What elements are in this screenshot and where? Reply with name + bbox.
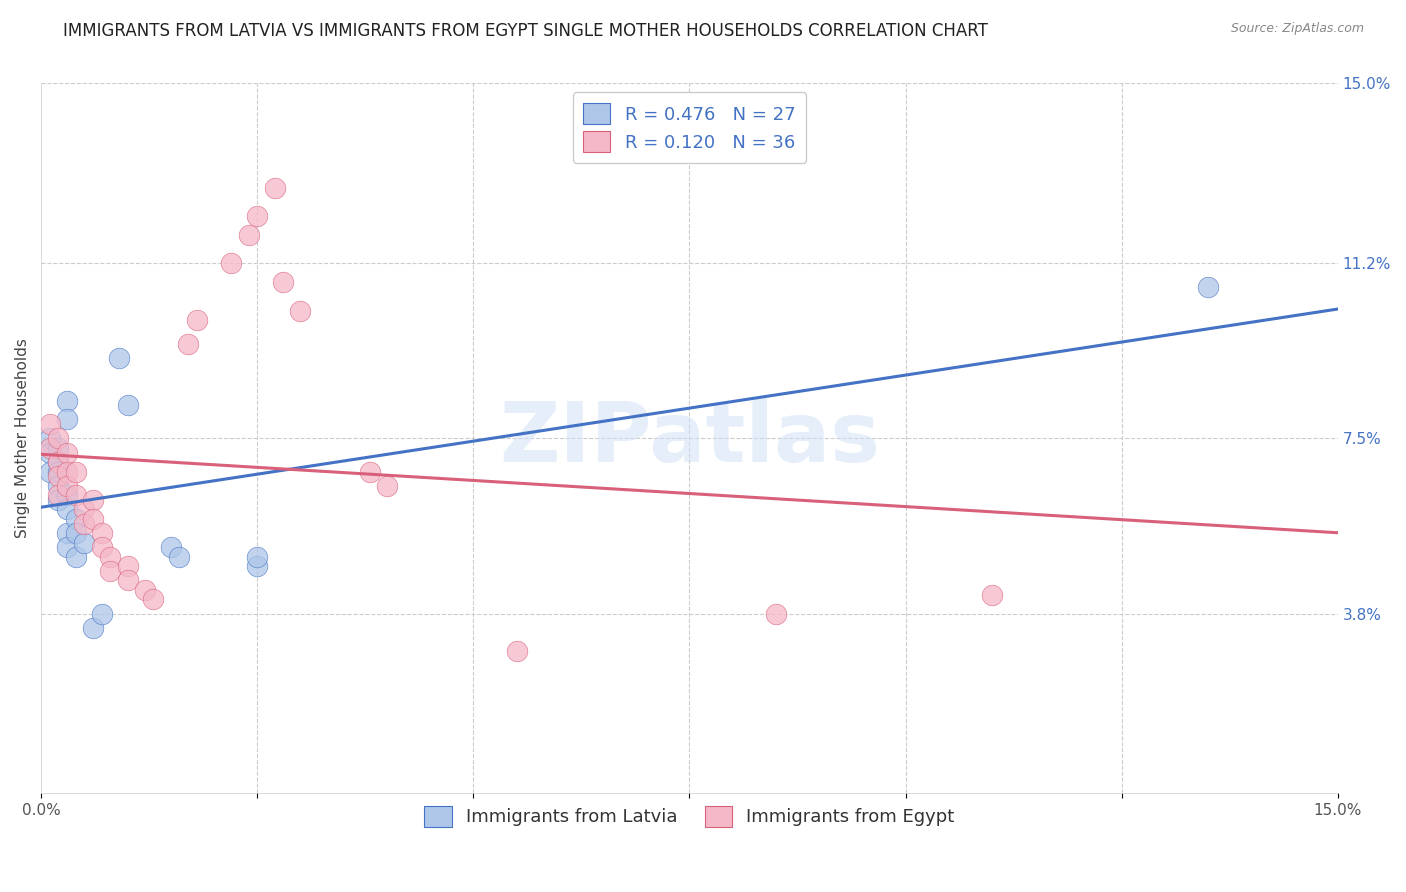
Point [177,336,200,351]
Point [108,351,131,365]
Point [117,574,139,588]
Point [38,431,60,445]
Point [48,455,70,469]
Point [48,465,70,479]
Point [48,488,70,502]
Point [169,549,191,564]
Point [263,180,285,194]
Point [56,488,79,502]
Point [82,492,104,507]
Point [56,445,79,459]
Point [38,445,60,459]
Point [117,398,139,412]
Point [98,564,121,578]
Point [246,559,269,574]
Text: Source: ZipAtlas.com: Source: ZipAtlas.com [1230,22,1364,36]
Point [375,479,398,493]
Point [159,541,181,555]
Point [65,526,87,541]
Point [90,526,112,541]
Point [134,582,156,597]
Point [65,488,87,502]
Point [73,502,96,516]
Point [359,465,381,479]
Point [38,417,60,432]
Point [98,549,121,564]
Point [981,588,1004,602]
Point [82,621,104,635]
Point [246,549,269,564]
Point [38,465,60,479]
Point [48,441,70,455]
Point [73,535,96,549]
Point [56,479,79,493]
Point [82,512,104,526]
Point [65,465,87,479]
Point [765,607,787,621]
Point [90,541,112,555]
Point [219,256,242,270]
Point [48,479,70,493]
Point [56,526,79,541]
Point [65,512,87,526]
Point [56,502,79,516]
Point [290,303,312,318]
Point [117,559,139,574]
Point [48,431,70,445]
Point [271,275,294,289]
Point [73,516,96,531]
Point [56,465,79,479]
Point [48,469,70,483]
Point [56,412,79,426]
Point [56,541,79,555]
Point [186,313,208,327]
Point [1197,280,1219,294]
Legend: Immigrants from Latvia, Immigrants from Egypt: Immigrants from Latvia, Immigrants from … [418,798,962,834]
Point [48,492,70,507]
Point [238,227,260,242]
Point [142,592,165,607]
Text: IMMIGRANTS FROM LATVIA VS IMMIGRANTS FROM EGYPT SINGLE MOTHER HOUSEHOLDS CORRELA: IMMIGRANTS FROM LATVIA VS IMMIGRANTS FRO… [63,22,988,40]
Point [90,607,112,621]
Point [48,455,70,469]
Point [65,549,87,564]
Y-axis label: Single Mother Households: Single Mother Households [15,338,30,539]
Point [38,441,60,455]
Point [56,393,79,408]
Point [246,209,269,223]
Text: ZIPatlas: ZIPatlas [499,398,880,479]
Point [505,644,527,658]
